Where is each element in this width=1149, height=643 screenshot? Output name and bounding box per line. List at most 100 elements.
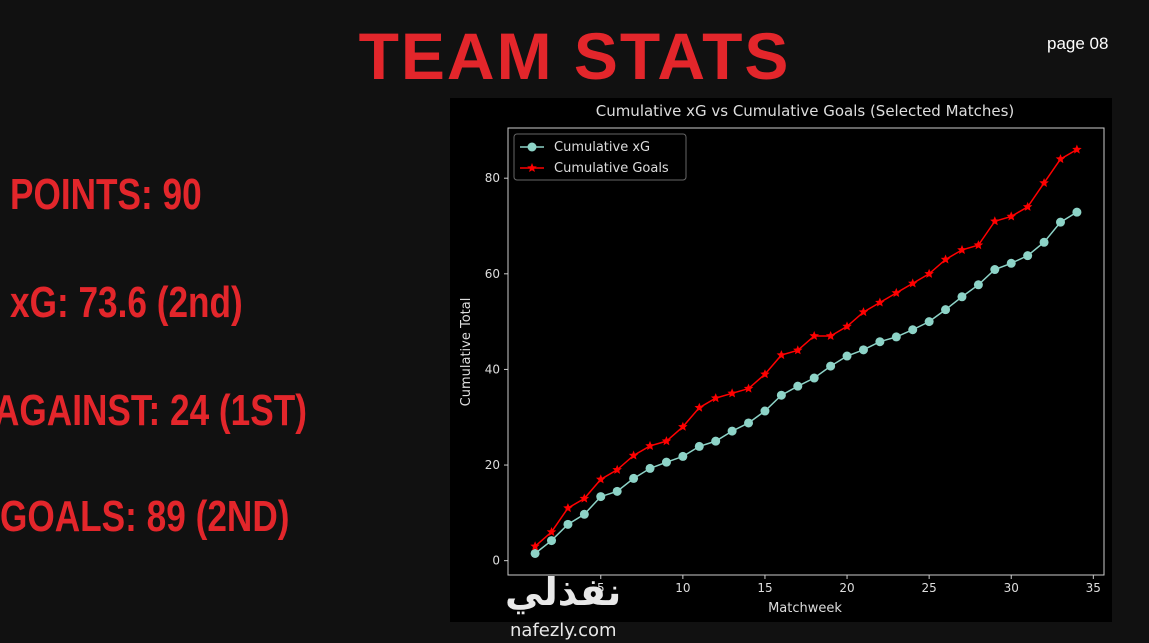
data-point <box>645 440 655 450</box>
stat: POINTS: 90 <box>10 170 202 219</box>
data-point <box>743 383 754 393</box>
data-point <box>957 292 967 302</box>
legend-marker <box>527 142 537 152</box>
data-point <box>760 369 770 379</box>
data-point <box>629 473 639 483</box>
chart: Cumulative xG vs Cumulative Goals (Selec… <box>450 98 1112 622</box>
data-point <box>1055 154 1066 164</box>
data-point <box>612 486 622 496</box>
x-tick-label: 30 <box>1004 581 1019 595</box>
data-point <box>875 297 885 307</box>
data-point <box>973 280 983 290</box>
data-point <box>563 519 573 529</box>
data-point <box>990 265 1000 275</box>
data-point <box>842 351 852 361</box>
data-point <box>596 474 606 484</box>
data-point <box>924 268 934 278</box>
data-point <box>661 457 671 467</box>
stat: AGAINST: 24 (1ST) <box>0 386 307 435</box>
y-tick-label: 0 <box>492 554 500 568</box>
data-point <box>793 381 803 391</box>
x-tick-label: 20 <box>839 581 854 595</box>
data-point <box>661 436 672 446</box>
data-point <box>891 287 902 297</box>
data-point <box>727 388 737 398</box>
data-point <box>1072 207 1082 217</box>
y-tick-label: 80 <box>485 171 500 185</box>
series-line <box>534 211 1078 555</box>
data-point <box>744 418 754 428</box>
series-line <box>534 148 1078 547</box>
data-point <box>776 390 786 400</box>
data-point <box>711 436 721 446</box>
data-point <box>908 325 918 335</box>
data-point <box>612 464 622 474</box>
data-point <box>940 254 951 264</box>
stat: GOALS: 89 (2ND) <box>0 492 290 541</box>
data-point <box>579 509 589 519</box>
data-point <box>710 393 721 403</box>
data-point <box>973 240 984 250</box>
data-point <box>1072 144 1082 154</box>
data-point <box>694 402 704 412</box>
x-tick-label: 10 <box>675 581 690 595</box>
data-point <box>842 321 852 331</box>
page-number: page 08 <box>1047 34 1109 53</box>
y-tick-label: 20 <box>485 458 500 472</box>
data-point <box>776 350 787 360</box>
data-point <box>760 406 770 416</box>
data-point <box>530 541 540 551</box>
data-point <box>809 331 819 340</box>
axes-frame <box>507 127 1105 576</box>
y-tick-label: 40 <box>485 362 500 376</box>
data-point <box>694 441 704 451</box>
data-point <box>891 332 901 342</box>
data-point <box>990 216 1000 226</box>
data-point <box>1023 251 1033 261</box>
data-point <box>1022 201 1033 211</box>
slide-title: TEAM STATS <box>358 19 791 93</box>
stat: xG: 73.6 (2nd) <box>10 278 243 327</box>
watermark-site: nafezly.com <box>510 620 617 641</box>
x-tick-label: 35 <box>1086 581 1101 595</box>
data-point <box>941 305 951 315</box>
data-point <box>628 450 639 460</box>
data-point <box>825 331 836 340</box>
x-tick-label: 25 <box>921 581 936 595</box>
data-point <box>1039 178 1049 187</box>
data-point <box>546 527 557 536</box>
x-tick-label: 5 <box>597 581 605 595</box>
data-point <box>727 426 737 436</box>
data-point <box>924 317 934 327</box>
data-point <box>678 421 688 431</box>
x-tick-label: 15 <box>757 581 772 595</box>
data-point <box>1006 211 1016 221</box>
x-axis-label: Matchweek <box>768 601 842 616</box>
chart-title: Cumulative xG vs Cumulative Goals (Selec… <box>596 102 1015 120</box>
data-point <box>875 337 885 347</box>
legend-label: Cumulative xG <box>554 140 650 155</box>
data-point <box>957 244 967 254</box>
legend-box <box>513 133 687 181</box>
data-point <box>547 536 557 546</box>
data-point <box>645 463 655 473</box>
data-point <box>793 345 803 355</box>
data-point <box>579 493 590 503</box>
chart-background <box>450 98 1112 622</box>
y-tick-label: 60 <box>485 267 500 281</box>
data-point <box>563 503 573 513</box>
data-point <box>1055 217 1065 227</box>
data-point <box>596 492 606 502</box>
data-point <box>1006 258 1016 268</box>
data-point <box>809 373 819 383</box>
data-point <box>858 345 868 355</box>
legend-label: Cumulative Goals <box>554 161 669 176</box>
y-axis-label: Cumulative Total <box>459 298 474 407</box>
data-point <box>858 307 869 317</box>
watermark-arabic: نفذلي <box>505 570 622 614</box>
data-point <box>530 548 540 558</box>
data-point <box>908 278 918 288</box>
legend-marker <box>527 163 537 172</box>
data-point <box>678 451 688 461</box>
